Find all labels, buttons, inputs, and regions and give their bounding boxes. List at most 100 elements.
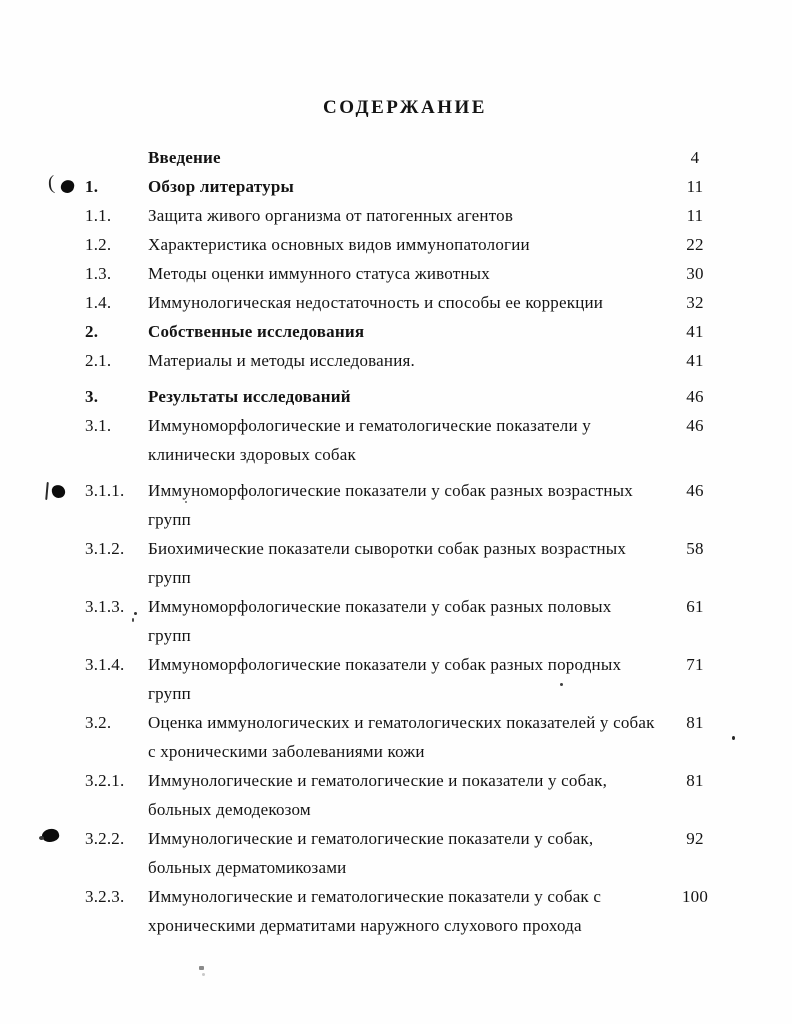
toc-row-page-number: 61 [686,597,704,616]
toc-row-page-number: 30 [686,264,704,283]
scan-speck-icon [199,966,204,970]
toc-title-line: больных демодекозом [148,800,311,819]
toc-row-title: Иммунологические и гематологические пока… [148,882,675,940]
toc-title-line: Оценка иммунологических и гематологическ… [148,713,655,732]
toc-title-line: Защита живого организма от патогенных аг… [148,206,514,225]
toc-row-number: 3.1.4. [85,655,125,674]
toc-row: 3.2.3. Иммунологические и гематологическ… [85,882,715,940]
toc-title-line: Иммуноморфологические показатели у собак… [148,481,633,500]
toc-row-title: Материалы и методы исследования. [148,346,675,375]
scan-speck-icon [202,973,205,976]
toc-row-number: 1.4. [85,293,112,312]
ink-blot-icon [50,483,67,500]
toc-row-title: Иммуноморфологические показатели у собак… [148,592,675,650]
toc-row-title: Характеристика основных видов иммунопато… [148,230,675,259]
toc-row-number: 1.1. [85,206,112,225]
toc-row: 1.4. Иммунологическая недостаточность и … [85,288,715,317]
toc-title-line: с хроническими заболеваниями кожи [148,742,425,761]
toc-row-page-number: 81 [686,771,704,790]
toc-title-line: Иммуноморфологические показатели у собак… [148,597,612,616]
toc-row-number: 3.2.3. [85,887,125,906]
toc-row: 3.1.1. Иммуноморфологические показатели … [85,476,715,534]
toc-row-page-number: 41 [686,351,704,370]
toc-row-title: Введение [148,143,675,172]
toc-row: 1. Обзор литературы 11 [85,172,715,201]
toc-row-number: 1. [85,177,99,196]
toc-title-line: Биохимические показатели сыворотки собак… [148,539,627,558]
toc-row-number: 3.1.2. [85,539,125,558]
toc-row: 1.1. Защита живого организма от патогенн… [85,201,715,230]
toc-row-title: Иммунологические и гематологические пока… [148,824,675,882]
toc-row: 1.2. Характеристика основных видов иммун… [85,230,715,259]
toc-row: 2.1. Материалы и методы исследования. 41 [85,346,715,375]
toc-row-page-number: 71 [686,655,704,674]
ink-streak-icon [45,481,49,501]
toc-row: 3.1. Иммуноморфологические и гематологич… [85,411,715,469]
toc-row-title: Иммунологические и гематологические и по… [148,766,675,824]
toc-row-number: 3. [85,387,99,406]
toc-row-page-number: 58 [686,539,704,558]
scan-speck-icon [132,618,134,622]
toc-row-number: 3.1.1. [85,481,125,500]
toc-row-title: Иммуноморфологические показатели у собак… [148,650,675,708]
toc-row-page-number: 46 [686,481,704,500]
toc-title-line: Собственные исследования [148,322,365,341]
toc-title-line: Введение [148,148,221,167]
toc-row-page-number: 41 [686,322,704,341]
toc-row-page-number: 92 [686,829,704,848]
toc-row-number: 3.1.3. [85,597,125,616]
toc-row-title: Собственные исследования [148,317,675,346]
toc-title-line: Характеристика основных видов иммунопато… [148,235,530,254]
toc-title-line: групп [148,510,191,529]
toc-row-page-number: 46 [686,416,704,435]
toc-row: 3.1.3. Иммуноморфологические показатели … [85,592,715,650]
toc-title-line: Иммуноморфологические и гематологические… [148,416,591,435]
toc-row-page-number: 11 [686,206,704,225]
toc-row: 3.2.1. Иммунологические и гематологическ… [85,766,715,824]
ink-blot-tail-icon [39,836,44,840]
toc-title-line: Результаты исследований [148,387,351,406]
toc-row-title: Защита живого организма от патогенных аг… [148,201,675,230]
toc-row-title: Методы оценки иммунного статуса животных [148,259,675,288]
toc-title-line: клинически здоровых собак [148,445,356,464]
toc-title-line: хроническими дерматитами наружного слухо… [148,916,582,935]
toc-title-line: Методы оценки иммунного статуса животных [148,264,490,283]
toc-row-title: Биохимические показатели сыворотки собак… [148,534,675,592]
page-title: СОДЕРЖАНИЕ [323,96,487,118]
toc-row-title: Обзор литературы [148,172,675,201]
toc-row-page-number: 32 [686,293,704,312]
toc-row-number: 3.2.2. [85,829,125,848]
ink-blot-icon [59,178,76,195]
toc-row-number: 3.2. [85,713,112,732]
toc-row-page-number: 81 [686,713,704,732]
toc-title-line: групп [148,684,191,703]
toc-title-line: Иммунологические и гематологические пока… [148,829,594,848]
toc-title-line: Иммунологическая недостаточность и спосо… [148,293,604,312]
toc-row-title: Результаты исследований [148,382,675,411]
toc-row-title: Иммуноморфологические и гематологические… [148,411,675,469]
toc-row: 3.1.2. Биохимические показатели сыворотк… [85,534,715,592]
toc-row-number: 3.1. [85,416,112,435]
toc-title-line: больных дерматомикозами [148,858,347,877]
toc-row-page-number: 22 [686,235,704,254]
toc-title-line: групп [148,626,191,645]
toc-row: 3.2. Оценка иммунологических и гематолог… [85,708,715,766]
ink-mark-paren: ( [47,171,56,195]
toc-row: 3. Результаты исследований 46 [85,382,715,411]
toc-row: 3.2.2. Иммунологические и гематологическ… [85,824,715,882]
toc-row-title: Иммунологическая недостаточность и спосо… [148,288,675,317]
toc-title-line: Материалы и методы исследования. [148,351,415,370]
toc-row: 2. Собственные исследования 41 [85,317,715,346]
scan-speck-icon [185,501,187,503]
toc-row-page-number: 4 [690,148,700,167]
toc-row-number: 1.3. [85,264,112,283]
toc-row-title: Иммуноморфологические показатели у собак… [148,476,675,534]
toc-row-title: Оценка иммунологических и гематологическ… [148,708,675,766]
toc-row-number: 1.2. [85,235,112,254]
scan-speck-icon [560,683,563,686]
table-of-contents: Введение 4 1. Обзор литературы 11 1.1. З… [85,143,715,940]
toc-row-page-number: 11 [686,177,704,196]
toc-title-line: групп [148,568,191,587]
ink-blot-icon [40,826,61,845]
